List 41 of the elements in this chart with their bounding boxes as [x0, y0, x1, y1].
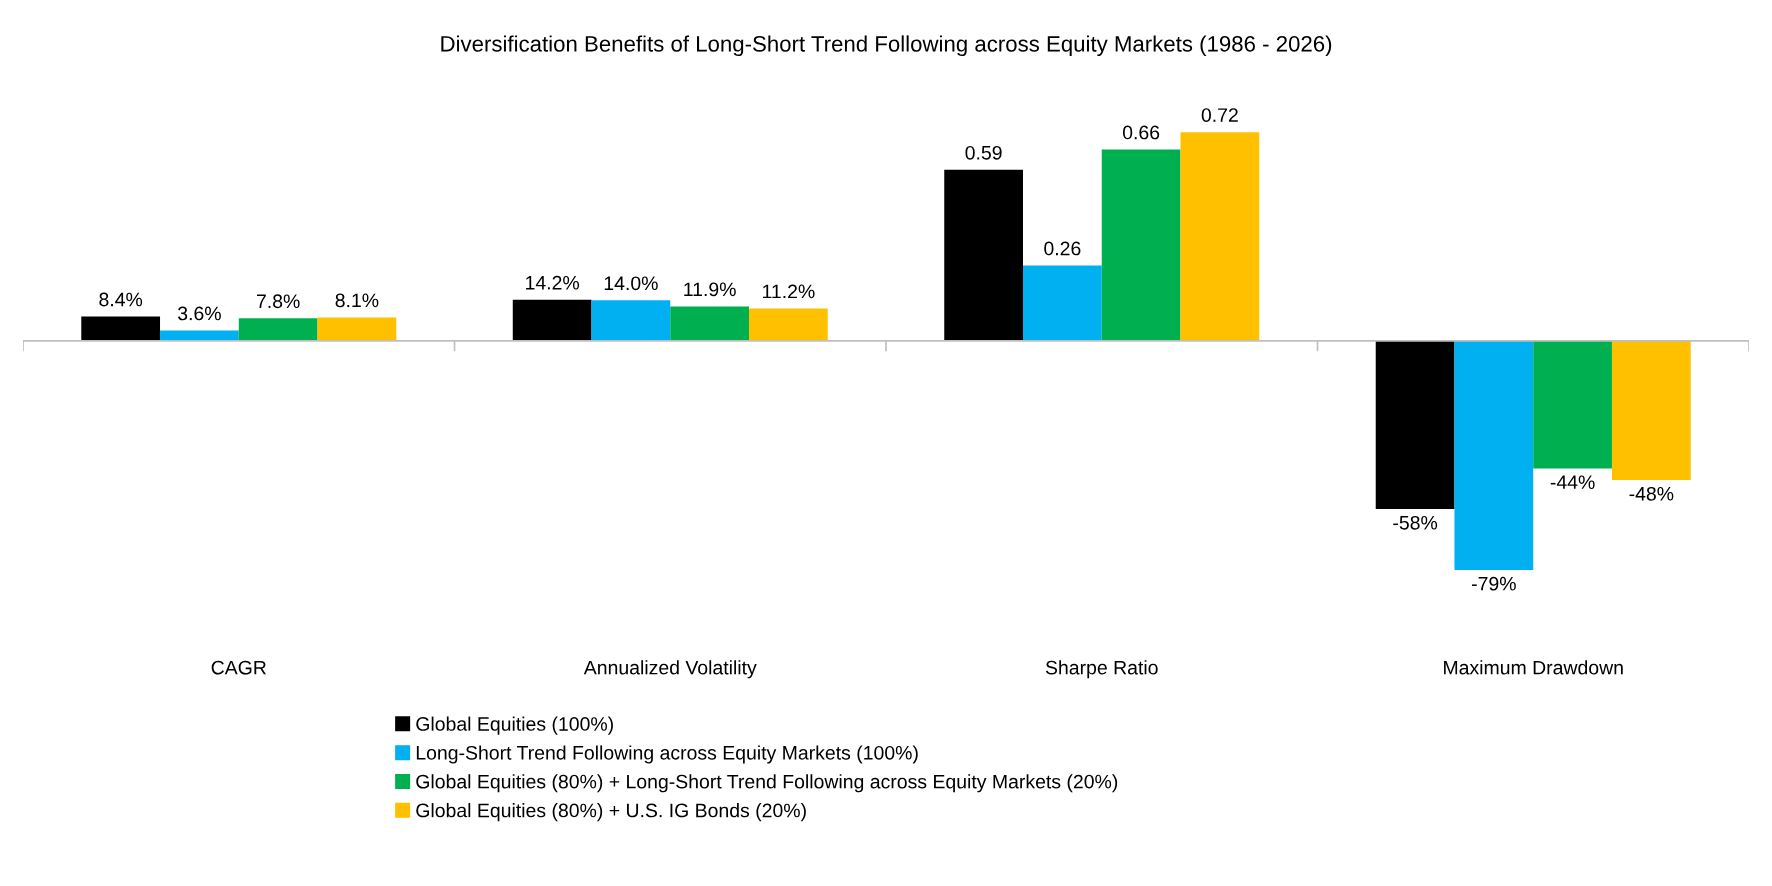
bar	[81, 316, 161, 341]
bar	[512, 299, 592, 341]
data-label: 7.8%	[256, 294, 300, 309]
data-label: -48%	[1629, 486, 1674, 501]
data-label: 11.9%	[684, 282, 736, 297]
chart-title: Diversification Benefits of Long-Short Trend Following across Equity Markets (1986 - 2026)	[441, 35, 1332, 57]
bar	[238, 318, 318, 341]
x-tick-label: Maximum Drawdown	[1444, 660, 1623, 675]
data-label: 14.0%	[604, 276, 658, 291]
legend-label: Global Equities (80%) + U.S. IG Bonds (20%)	[416, 803, 806, 822]
data-label: 0.59	[965, 145, 1002, 160]
bar	[1533, 340, 1612, 469]
bar	[944, 169, 1023, 341]
bar	[317, 317, 397, 341]
x-tick-label: Sharpe Ratio	[1045, 660, 1158, 679]
data-label: 3.6%	[177, 306, 221, 321]
data-label: 11.2%	[763, 284, 815, 299]
x-tick-label: Annualized Volatility	[583, 660, 757, 679]
data-label: 8.1%	[335, 293, 379, 308]
data-label: 0.26	[1044, 241, 1081, 256]
bar	[749, 308, 828, 341]
bar	[1375, 340, 1455, 510]
x-tick-label: CAGR	[211, 660, 266, 675]
bar	[591, 300, 671, 341]
data-label: 14.2%	[526, 275, 580, 290]
data-label: 8.4%	[99, 292, 143, 307]
legend-label: Long-Short Trend Following across Equity Markets (100%)	[416, 745, 918, 764]
bar	[1180, 132, 1260, 341]
bar	[1023, 265, 1102, 341]
bar	[1101, 149, 1181, 341]
bar	[160, 330, 239, 341]
bar	[1611, 340, 1691, 481]
data-label: -58%	[1393, 515, 1438, 530]
legend-label: Global Equities (100%)	[416, 716, 613, 735]
bar	[670, 306, 749, 341]
legend-label: Global Equities (80%) + Long-Short Trend Following across Equity Markets (20%)	[416, 774, 1118, 793]
data-label: -79%	[1472, 576, 1516, 591]
data-label: 0.72	[1201, 108, 1238, 122]
bar	[1454, 340, 1534, 570]
data-label: -44%	[1550, 475, 1595, 489]
data-label: 0.66	[1122, 125, 1160, 140]
